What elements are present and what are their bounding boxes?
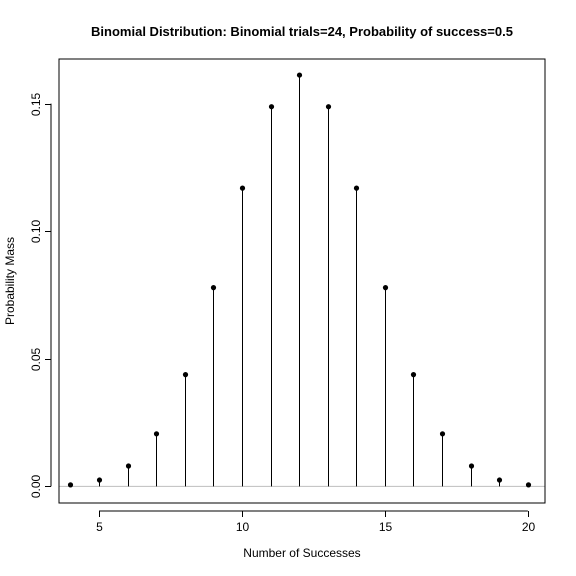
data-point [496,477,503,483]
data-point [125,463,132,469]
y-axis: 0.00 0.05 0.10 0.15 [29,92,52,498]
y-tick-label: 0.00 [29,474,43,498]
data-point [439,431,446,437]
data-point [67,482,74,488]
y-tick-label: 0.15 [29,92,43,116]
x-tick-label: 10 [236,520,250,534]
plot-frame [58,58,546,504]
data-point [410,372,417,378]
stems-layer [70,75,529,487]
y-axis-label: Probability Mass [3,237,17,325]
y-tick-label: 0.10 [29,219,43,243]
points-layer [67,72,532,488]
data-point [268,104,275,110]
data-point [153,431,160,437]
data-point [525,482,532,488]
data-point [382,285,389,291]
data-point [353,185,360,191]
data-point [96,477,103,483]
x-tick-label: 15 [379,520,393,534]
x-tick-label: 5 [96,520,103,534]
data-point [182,372,189,378]
x-axis-label: Number of Successes [243,546,360,560]
y-tick-label: 0.05 [29,347,43,371]
data-point [239,185,246,191]
chart-title: Binomial Distribution: Binomial trials=2… [91,24,513,39]
x-axis: 5 10 15 20 [96,510,536,534]
data-point [325,104,332,110]
data-point [210,285,217,291]
x-tick-label: 20 [522,520,536,534]
data-point [296,72,303,78]
data-point [468,463,475,469]
